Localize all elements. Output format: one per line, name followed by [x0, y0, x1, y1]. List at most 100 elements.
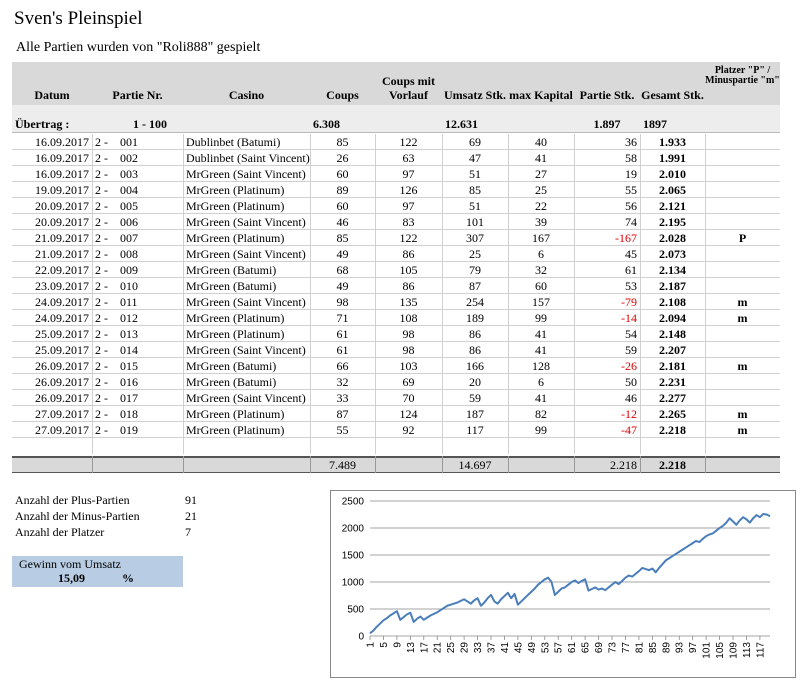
turnover: 20 — [469, 375, 481, 389]
game-units: 19 — [625, 167, 637, 181]
date: 26.09.2017 — [35, 375, 89, 389]
total-gesamt: 2.218 — [659, 458, 686, 472]
series: 2 - — [95, 135, 108, 149]
total-units: 2.065 — [659, 183, 686, 197]
coups: 26 — [336, 151, 349, 165]
subtitle: Alle Partien wurden von "Roli888" gespie… — [16, 40, 261, 55]
max-capital: 41 — [535, 151, 547, 165]
column-header: Gesamt Stk. — [641, 88, 704, 102]
row-line — [12, 373, 780, 374]
casino: MrGreen (Saint Vincent) — [186, 167, 306, 181]
column-header: Umsatz Stk. — [444, 88, 506, 102]
y-tick-label: 1000 — [342, 578, 365, 589]
carry-gesamt: 1897 — [643, 117, 667, 131]
x-tick-label: 25 — [446, 642, 457, 654]
coups: 61 — [336, 343, 349, 357]
column-line — [92, 456, 93, 473]
max-capital: 99 — [535, 423, 547, 437]
row-line — [12, 165, 780, 166]
x-tick-label: 65 — [581, 642, 592, 654]
game-units: -47 — [621, 423, 637, 437]
row-line — [12, 277, 780, 278]
stat-label: Anzahl der Platzer — [15, 525, 105, 539]
game-units: -167 — [615, 231, 637, 245]
row-line — [12, 149, 780, 150]
game-number: 014 — [120, 343, 138, 357]
x-tick-label: 89 — [661, 642, 672, 654]
max-capital: 22 — [535, 199, 547, 213]
turnover: 254 — [466, 295, 484, 309]
column-line — [375, 456, 376, 473]
series: 2 - — [95, 359, 108, 373]
x-tick-label: 77 — [621, 642, 632, 654]
total-units: 2.148 — [659, 327, 686, 341]
coups: 55 — [336, 423, 349, 437]
turnover: 51 — [469, 167, 481, 181]
coups-lead: 124 — [399, 407, 418, 421]
coups-lead: 135 — [399, 295, 418, 309]
x-tick-label: 33 — [473, 642, 484, 654]
row-line — [12, 357, 780, 358]
series: 2 - — [95, 263, 108, 277]
turnover: 85 — [469, 183, 481, 197]
carry-partie: 1.897 — [593, 117, 621, 131]
series: 2 - — [95, 375, 108, 389]
x-tick-label: 85 — [648, 642, 659, 654]
game-number: 001 — [120, 135, 138, 149]
game-number: 018 — [120, 407, 138, 421]
x-tick-label: 13 — [406, 642, 417, 654]
casino: MrGreen (Saint Vincent) — [186, 247, 306, 261]
game-units: 58 — [625, 151, 637, 165]
y-tick-label: 2500 — [342, 497, 365, 508]
coups: 85 — [336, 135, 349, 149]
series: 2 - — [95, 407, 108, 421]
gain-label: Gewinn vom Umsatz — [19, 557, 121, 571]
header-band — [12, 62, 780, 105]
coups: 68 — [336, 263, 349, 277]
total-units: 2.094 — [659, 311, 686, 325]
column-line — [442, 134, 443, 454]
casino: MrGreen (Saint Vincent) — [186, 295, 306, 309]
total-units: 2.231 — [659, 375, 686, 389]
coups-lead: 83 — [402, 215, 415, 229]
series: 2 - — [95, 311, 108, 325]
max-capital: 60 — [535, 279, 547, 293]
stat-value: 21 — [185, 509, 197, 523]
series: 2 - — [95, 199, 108, 213]
game-number: 015 — [120, 359, 138, 373]
casino: MrGreen (Batumi) — [186, 279, 277, 293]
column-line — [574, 456, 575, 473]
date: 25.09.2017 — [35, 343, 89, 357]
game-number: 002 — [120, 151, 138, 165]
game-units: -12 — [621, 407, 637, 421]
casino: MrGreen (Saint Vincent) — [186, 215, 306, 229]
total-coups: 7.489 — [329, 458, 356, 472]
game-number: 005 — [120, 199, 138, 213]
max-capital: 157 — [532, 295, 550, 309]
series: 2 - — [95, 391, 108, 405]
column-line — [442, 456, 443, 473]
max-capital: 40 — [535, 135, 547, 149]
max-capital: 6 — [538, 375, 544, 389]
turnover: 187 — [466, 407, 484, 421]
date: 21.09.2017 — [35, 231, 89, 245]
series: 2 - — [95, 279, 108, 293]
turnover: 86 — [469, 327, 481, 341]
row-line — [12, 197, 780, 198]
column-line — [640, 134, 641, 454]
row-line — [12, 389, 780, 390]
total-units: 2.207 — [659, 343, 686, 357]
turnover: 47 — [469, 151, 481, 165]
total-umsatz: 14.697 — [458, 458, 492, 472]
date: 20.09.2017 — [35, 215, 89, 229]
date: 24.09.2017 — [35, 295, 89, 309]
stat-value: 91 — [185, 493, 197, 507]
coups-lead: 69 — [402, 375, 415, 389]
date: 16.09.2017 — [35, 135, 89, 149]
date: 23.09.2017 — [35, 279, 89, 293]
game-number: 010 — [120, 279, 138, 293]
game-number: 012 — [120, 311, 138, 325]
coups-lead: 98 — [402, 327, 415, 341]
x-tick-label: 101 — [702, 642, 713, 659]
total-units: 2.265 — [659, 407, 686, 421]
